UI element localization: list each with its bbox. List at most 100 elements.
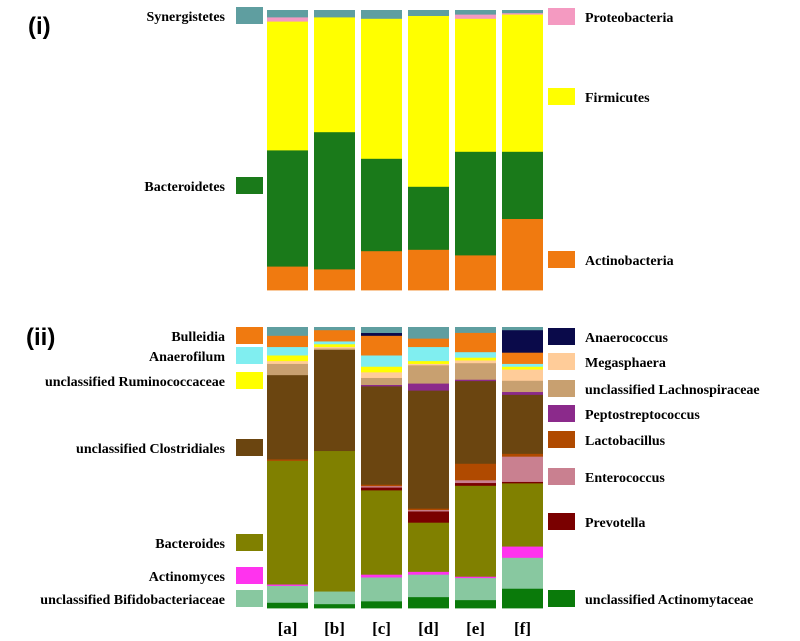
bar-b [314, 10, 355, 291]
panel-label-ii: (ii) [26, 324, 55, 351]
segment-megasphaera-e [455, 360, 496, 364]
segment-unclassified-lachnospiraceae-d [408, 364, 449, 384]
segment-unclassified-clostridiales-e [455, 380, 496, 464]
legend-label-lactobacillus: Lactobacillus [585, 434, 666, 449]
segment-enterococcus-c [361, 485, 402, 488]
legend-label-unclassified-actinomytaceae: unclassified Actinomytaceae [585, 593, 753, 608]
segment-unclassified-clostridiales-c [361, 386, 402, 485]
segment-peptostreptococcus-f [502, 391, 543, 395]
segment-synergistetes-f [502, 10, 543, 14]
segment-unclassified-bifidobacteriaceae-e [455, 577, 496, 601]
segment-other-f [502, 327, 543, 331]
segment-peptostreptococcus-c [361, 384, 402, 387]
legend-swatch-megasphaera [548, 353, 575, 370]
segment-bacteroidetes-a [267, 150, 308, 267]
x-tick-label-b: [b] [324, 619, 345, 638]
x-tick-label-d: [d] [418, 619, 439, 638]
bar-a [267, 10, 308, 291]
legend-label-bacteroidetes: Bacteroidetes [144, 180, 225, 195]
segment-anaerofilum-a [267, 346, 308, 356]
segment-actinomyces-f [502, 546, 543, 558]
segment-megasphaera-d [408, 363, 449, 366]
legend-swatch-unclassified-lachnospiraceae [548, 380, 575, 397]
segment-megasphaera-c [361, 371, 402, 378]
segment-unclassified-ruminococcaceae-d [408, 360, 449, 364]
segment-bacteroidetes-e [455, 151, 496, 256]
x-axis-category-labels: [a] [b] [c] [d] [e] [f] [278, 619, 531, 638]
segment-anaerofilum-b [314, 341, 355, 345]
legend-swatch-proteobacteria [548, 8, 575, 25]
segment-unclassified-actinomytaceae-e [455, 599, 496, 609]
segment-unclassified-clostridiales-d [408, 390, 449, 509]
legend-label-unclassified-clostridiales: unclassified Clostridiales [76, 442, 226, 457]
legend-label-bulleidia: Bulleidia [171, 330, 225, 345]
x-tick-label-c: [c] [372, 619, 391, 638]
segment-synergistetes-c [361, 10, 402, 19]
segment-anaerofilum-d [408, 346, 449, 362]
panel-i-legend: Synergistetes Bacteroidetes Proteobacteria… [144, 7, 674, 269]
segment-bacteroides-e [455, 485, 496, 577]
segment-prevotella-f [502, 481, 543, 484]
segment-bacteroidetes-b [314, 131, 355, 270]
segment-unclassified-clostridiales-a [267, 374, 308, 460]
x-tick-label-a: [a] [278, 619, 298, 638]
legend-label-unclassified-lachnospiraceae: unclassified Lachnospiraceae [585, 383, 760, 398]
bar-d [408, 10, 449, 291]
segment-unclassified-bifidobacteriaceae-a [267, 585, 308, 603]
segment-firmicutes-a [267, 21, 308, 151]
segment-bulleidia-d [408, 338, 449, 348]
legend-swatch-anaerococcus [548, 328, 575, 345]
segment-prevotella-c [361, 487, 402, 491]
segment-actinobacteria-b [314, 269, 355, 291]
bar-b [314, 327, 355, 609]
panel-i-bars [267, 10, 543, 291]
bar-e [455, 10, 496, 291]
segment-unclassified-lachnospiraceae-c [361, 377, 402, 385]
segment-other-d [408, 327, 449, 339]
segment-prevotella-e [455, 482, 496, 486]
segment-unclassified-ruminococcaceae-a [267, 355, 308, 362]
legend-swatch-unclassified-bifidobacteriaceae [236, 590, 263, 607]
segment-unclassified-clostridiales-b [314, 349, 355, 452]
segment-firmicutes-d [408, 15, 449, 187]
legend-label-megasphaera: Megasphaera [585, 356, 666, 371]
segment-synergistetes-e [455, 10, 496, 15]
legend-swatch-actinobacteria [548, 251, 575, 268]
segment-bacteroidetes-f [502, 151, 543, 219]
segment-megasphaera-f [502, 369, 543, 381]
segment-unclassified-ruminococcaceae-e [455, 357, 496, 361]
panel-label-i: (i) [28, 13, 51, 40]
segment-lactobacillus-a [267, 459, 308, 461]
segment-bulleidia-a [267, 335, 308, 348]
legend-swatch-synergistetes [236, 7, 263, 24]
segment-unclassified-actinomytaceae-a [267, 602, 308, 609]
segment-megasphaera-b [314, 346, 355, 349]
segment-enterococcus-e [455, 479, 496, 484]
segment-unclassified-actinomytaceae-d [408, 596, 449, 609]
segment-actinomyces-c [361, 574, 402, 578]
segment-bulleidia-b [314, 329, 355, 342]
legend-swatch-lactobacillus [548, 431, 575, 448]
segment-actinobacteria-e [455, 255, 496, 291]
segment-other-e [455, 327, 496, 333]
segment-other-b [314, 327, 355, 331]
segment-unclassified-lachnospiraceae-e [455, 362, 496, 380]
legend-swatch-unclassified-clostridiales [236, 439, 263, 456]
segment-actinobacteria-c [361, 250, 402, 291]
legend-label-prevotella: Prevotella [585, 516, 645, 531]
segment-anaerococcus-f [502, 329, 543, 353]
segment-firmicutes-f [502, 14, 543, 152]
legend-label-bacteroides: Bacteroides [155, 537, 225, 552]
legend-label-unclassified-ruminococcaceae: unclassified Ruminococcaceae [45, 375, 225, 390]
panel-ii-legend: Bulleidia Anaerofilum unclassified Ruminoc… [40, 327, 760, 608]
legend-swatch-bacteroides [236, 534, 263, 551]
x-tick-label-e: [e] [466, 619, 485, 638]
segment-bulleidia-e [455, 332, 496, 353]
segment-bulleidia-c [361, 335, 402, 356]
segment-actinomyces-d [408, 571, 449, 575]
segment-proteobacteria-f [502, 12, 543, 15]
segment-anaerofilum-c [361, 355, 402, 367]
segment-lactobacillus-c [361, 484, 402, 487]
legend-swatch-anaerofilum [236, 347, 263, 364]
segment-bacteroides-d [408, 522, 449, 572]
